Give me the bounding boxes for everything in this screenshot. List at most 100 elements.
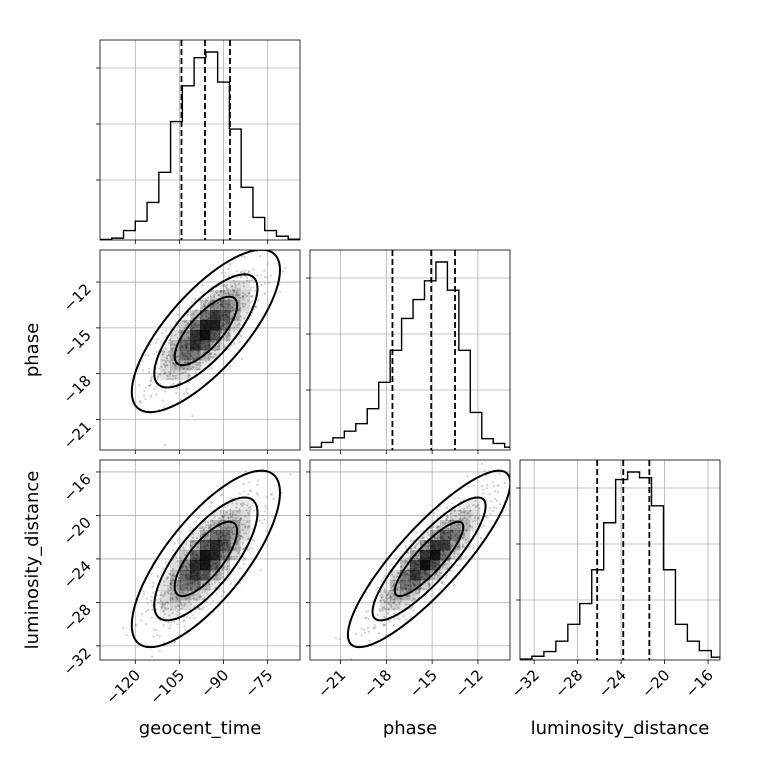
scatter-point xyxy=(149,395,152,398)
scatter-point xyxy=(231,294,234,297)
scatter-point xyxy=(146,602,150,606)
scatter-point xyxy=(169,598,172,601)
density-cell xyxy=(190,560,201,571)
scatter-point xyxy=(240,357,244,360)
scatter-point xyxy=(221,303,224,306)
scatter-point xyxy=(233,343,236,346)
scatter-point xyxy=(214,290,218,293)
scatter-point xyxy=(171,579,174,582)
density-cell xyxy=(190,570,201,581)
scatter-point xyxy=(191,594,194,597)
scatter-point xyxy=(163,363,166,366)
scatter-point xyxy=(166,590,169,593)
density-cell xyxy=(170,590,181,601)
scatter-point xyxy=(334,637,338,640)
scatter-point xyxy=(466,512,469,515)
scatter-point xyxy=(192,312,195,315)
scatter-point xyxy=(221,516,224,519)
scatter-point xyxy=(166,575,169,578)
scatter-point xyxy=(167,354,170,357)
scatter-point xyxy=(227,287,230,291)
density-cell xyxy=(220,560,231,571)
scatter-point xyxy=(396,596,399,599)
density-cell xyxy=(430,560,441,571)
scatter-point xyxy=(213,353,216,356)
scatter-point xyxy=(404,576,407,579)
scatter-point xyxy=(239,275,243,278)
scatter-point xyxy=(384,600,387,604)
scatter-point xyxy=(393,608,396,611)
density-cell xyxy=(210,290,221,301)
scatter-point xyxy=(176,538,179,541)
scatter-point xyxy=(199,361,202,364)
scatter-point xyxy=(214,303,217,306)
scatter-point xyxy=(230,306,233,309)
scatter-point xyxy=(463,516,466,519)
scatter-point xyxy=(222,555,225,558)
scatter-point xyxy=(244,525,247,528)
density-cell xyxy=(200,570,211,581)
scatter-point xyxy=(163,364,167,367)
scatter-point xyxy=(220,526,223,529)
scatter-point xyxy=(150,377,153,380)
scatter-point xyxy=(241,305,244,308)
scatter-point xyxy=(451,518,454,521)
scatter-point xyxy=(177,576,181,579)
scatter-point xyxy=(446,515,449,518)
scatter-point xyxy=(166,377,169,381)
scatter-point xyxy=(465,518,469,521)
scatter-point xyxy=(486,516,489,519)
scatter-point xyxy=(462,544,465,548)
scatter-point xyxy=(180,330,184,333)
scatter-point xyxy=(394,612,397,615)
scatter-point xyxy=(164,561,167,564)
scatter-point xyxy=(245,279,249,282)
scatter-point xyxy=(373,627,376,630)
scatter-point xyxy=(367,617,370,621)
scatter-point xyxy=(469,525,472,528)
scatter-point xyxy=(142,592,146,595)
scatter-point xyxy=(466,540,470,544)
scatter-point xyxy=(248,279,252,282)
scatter-point xyxy=(155,608,158,611)
contour-line-0 xyxy=(393,520,465,598)
scatter-point xyxy=(420,537,423,540)
density-cell xyxy=(160,600,171,611)
scatter-point xyxy=(149,378,153,382)
scatter-point xyxy=(164,371,167,374)
scatter-point xyxy=(379,599,382,602)
density-cell xyxy=(210,540,221,551)
scatter-point xyxy=(451,545,454,548)
scatter-point xyxy=(412,582,415,585)
scatter-point xyxy=(170,592,173,596)
scatter-point xyxy=(436,528,439,531)
x-tick-label-1: −105 xyxy=(146,666,188,708)
scatter-point xyxy=(222,551,225,554)
scatter-point xyxy=(221,305,224,308)
scatter-point xyxy=(176,597,179,601)
scatter-point xyxy=(169,600,172,603)
scatter-point xyxy=(231,518,234,522)
scatter-point xyxy=(183,548,186,551)
scatter-point xyxy=(412,593,415,597)
scatter-point xyxy=(160,605,164,608)
scatter-point xyxy=(193,605,196,608)
panel-hist-luminosity_distance: −32 −28 −24 −20 −16 xyxy=(508,459,721,701)
density-cell xyxy=(220,530,231,541)
scatter-point xyxy=(428,582,431,586)
scatter-point xyxy=(172,600,175,603)
density-cell xyxy=(410,590,421,601)
scatter-point xyxy=(223,306,226,309)
scatter-point xyxy=(162,353,165,356)
scatter-point xyxy=(212,599,215,602)
scatter-point xyxy=(238,508,241,511)
scatter-point xyxy=(210,306,214,309)
scatter-point xyxy=(176,560,179,563)
scatter-point xyxy=(197,362,200,365)
scatter-point xyxy=(195,599,198,602)
density-cell xyxy=(220,540,231,551)
scatter-point xyxy=(170,358,173,361)
scatter-point xyxy=(215,307,219,310)
scatter-point xyxy=(436,537,439,540)
